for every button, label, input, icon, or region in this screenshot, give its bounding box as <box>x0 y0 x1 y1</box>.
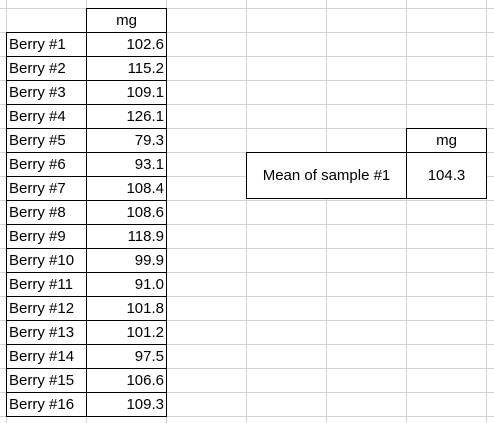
berry-label-text: Berry #8 <box>9 204 66 221</box>
berry-label-text: Berry #12 <box>9 300 75 317</box>
unit-header-cell[interactable]: mg <box>86 8 167 33</box>
berry-label-cell[interactable]: Berry #3 <box>6 80 87 105</box>
berry-label-cell[interactable]: Berry #2 <box>6 56 87 81</box>
berry-label-text: Berry #3 <box>9 84 66 101</box>
berry-value-cell[interactable]: 106.6 <box>86 368 167 393</box>
berry-value-cell[interactable]: 102.6 <box>86 32 167 57</box>
berry-value-cell[interactable]: 93.1 <box>86 152 167 177</box>
berry-value-cell[interactable]: 109.3 <box>86 392 167 417</box>
berry-value-text: 93.1 <box>134 156 164 173</box>
berry-value-text: 118.9 <box>127 228 164 245</box>
berry-value-text: 109.3 <box>126 396 164 413</box>
berry-label-cell[interactable]: Berry #10 <box>6 248 87 273</box>
berry-value-cell[interactable]: 91.0 <box>86 272 167 297</box>
summary-unit-header-text: mg <box>436 132 457 149</box>
berry-value-text: 108.6 <box>126 204 164 221</box>
berry-label-cell[interactable]: Berry #12 <box>6 296 87 321</box>
berry-label-cell[interactable]: Berry #13 <box>6 320 87 345</box>
berry-label-cell[interactable]: Berry #8 <box>6 200 87 225</box>
summary-value-cell[interactable]: 104.3 <box>406 152 487 199</box>
berry-label-text: Berry #14 <box>9 348 75 365</box>
berry-label-cell[interactable]: Berry #15 <box>6 368 87 393</box>
berry-value-text: 126.1 <box>126 108 164 125</box>
summary-unit-header-cell[interactable]: mg <box>406 128 487 153</box>
berry-value-text: 115.2 <box>127 60 164 77</box>
berry-value-text: 109.1 <box>126 84 164 101</box>
summary-value-text: 104.3 <box>427 167 466 184</box>
berry-label-text: Berry #15 <box>9 372 75 389</box>
berry-value-cell[interactable]: 118.9 <box>86 224 167 249</box>
berry-label-text: Berry #10 <box>9 252 75 269</box>
berry-label-text: Berry #6 <box>9 156 66 173</box>
berry-label-cell[interactable]: Berry #11 <box>6 272 87 297</box>
berry-value-cell[interactable]: 99.9 <box>86 248 167 273</box>
berry-label-text: Berry #4 <box>9 108 66 125</box>
berry-label-text: Berry #1 <box>9 36 66 53</box>
berry-value-cell[interactable]: 79.3 <box>86 128 167 153</box>
berry-value-text: 101.2 <box>126 324 164 341</box>
berry-label-text: Berry #2 <box>9 60 66 77</box>
berry-value-text: 79.3 <box>134 132 164 149</box>
berry-value-cell[interactable]: 109.1 <box>86 80 167 105</box>
berry-value-text: 106.6 <box>126 372 164 389</box>
summary-label-text: Mean of sample #1 <box>262 167 391 184</box>
berry-label-cell[interactable]: Berry #16 <box>6 392 87 417</box>
berry-value-text: 97.5 <box>134 348 164 365</box>
berry-value-text: 108.4 <box>126 180 164 197</box>
berry-value-text: 101.8 <box>126 300 164 317</box>
unit-header-text: mg <box>116 12 137 29</box>
berry-value-cell[interactable]: 126.1 <box>86 104 167 129</box>
berry-label-cell[interactable]: Berry #9 <box>6 224 87 249</box>
summary-label-cell[interactable]: Mean of sample #1 <box>246 152 407 199</box>
berry-label-cell[interactable]: Berry #6 <box>6 152 87 177</box>
berry-value-text: 102.6 <box>126 36 164 53</box>
berry-label-cell[interactable]: Berry #5 <box>6 128 87 153</box>
berry-label-cell[interactable]: Berry #7 <box>6 176 87 201</box>
berry-value-text: 91.0 <box>134 276 164 293</box>
berry-label-text: Berry #9 <box>9 228 66 245</box>
berry-value-cell[interactable]: 108.6 <box>86 200 167 225</box>
berry-label-cell[interactable]: Berry #4 <box>6 104 87 129</box>
berry-value-cell[interactable]: 108.4 <box>86 176 167 201</box>
berry-label-text: Berry #7 <box>9 180 66 197</box>
berry-value-cell[interactable]: 101.8 <box>86 296 167 321</box>
berry-label-text: Berry #5 <box>9 132 66 149</box>
berry-label-text: Berry #13 <box>9 324 75 341</box>
berry-value-cell[interactable]: 97.5 <box>86 344 167 369</box>
berry-label-text: Berry #11 <box>9 276 73 293</box>
berry-value-cell[interactable]: 101.2 <box>86 320 167 345</box>
berry-label-cell[interactable]: Berry #14 <box>6 344 87 369</box>
berry-label-cell[interactable]: Berry #1 <box>6 32 87 57</box>
berry-value-text: 99.9 <box>134 252 164 269</box>
berry-value-cell[interactable]: 115.2 <box>86 56 167 81</box>
berry-label-text: Berry #16 <box>9 396 75 413</box>
